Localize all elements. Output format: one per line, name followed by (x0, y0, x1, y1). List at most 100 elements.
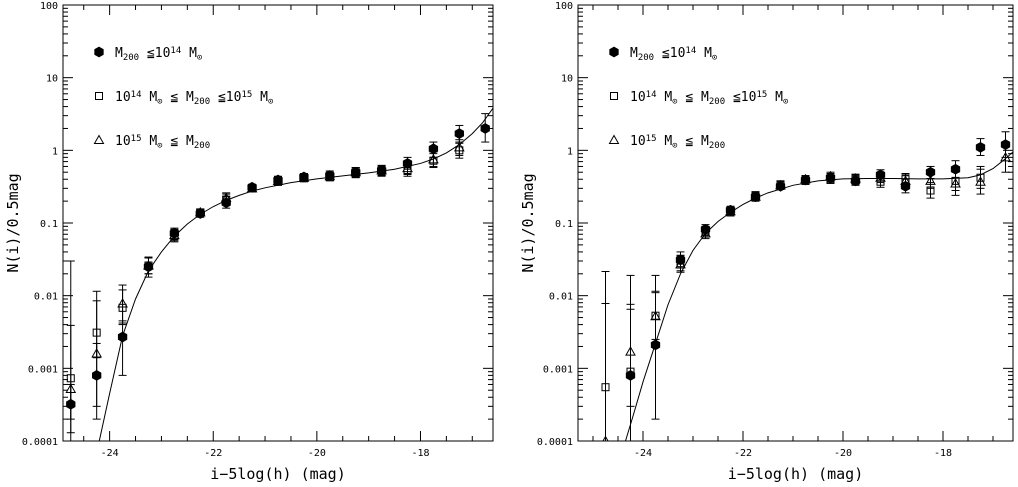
x-axis-label: i−5log(h) (mag) (728, 465, 863, 483)
legend-text-part: 15 (131, 134, 142, 144)
legend-entry: 1015 M⊙ ≦ M200 (93, 134, 210, 151)
legend-text-part: ⊙ (197, 53, 202, 63)
legend-text-part: M (252, 90, 268, 105)
plot-frame (62, 4, 494, 442)
legend-label: 1015 M⊙ ≦ M200 (630, 134, 725, 151)
legend-label: M200 ≦1014 M⊙ (115, 46, 202, 63)
legend-text-part: ⊙ (672, 141, 677, 151)
legend-text-part: 10 (630, 90, 646, 105)
legend-text-part: ≦10 (725, 90, 756, 105)
legend: M200 ≦1014 M⊙1014 M⊙ ≦ M200 ≦1015 M⊙1015… (608, 46, 788, 151)
x-axis-label: i−5log(h) (mag) (210, 465, 345, 483)
data-point (66, 374, 75, 383)
data-point (455, 146, 464, 155)
legend-text-part: ≦10 (654, 46, 685, 61)
legend-text-part: M (115, 46, 123, 61)
data-point (273, 174, 283, 186)
legend-text-part: 200 (709, 141, 725, 151)
data-point (875, 169, 886, 181)
data-point (975, 141, 986, 153)
legend-text-part: 15 (756, 90, 767, 100)
data-layer (601, 131, 1013, 441)
legend: M200 ≦1014 M⊙1014 M⊙ ≦ M200 ≦1015 M⊙1015… (93, 46, 273, 151)
y-tick-label: 10 (46, 74, 58, 85)
y-tick-label: 0.01 (34, 292, 58, 303)
y-axis-label: N(i)/0.5mag (519, 173, 537, 272)
legend-text-part: 14 (170, 46, 181, 56)
legend-text-part: 200 (123, 53, 139, 63)
y-tick-label: 1 (567, 146, 573, 157)
panel-left: 0.0001 0.001 0.01 0.1 1 10 100 -24 -22 -20 -18 i−5l… (4, 1, 494, 483)
data-point (480, 123, 490, 134)
legend-text-part: M (696, 46, 712, 61)
series-open-square (601, 165, 985, 441)
data-point (700, 223, 711, 235)
data-point (221, 197, 231, 209)
legend-text-part: 10 (115, 134, 131, 149)
legend-text-part: 200 (638, 53, 654, 63)
x-tick-label: -24 (634, 448, 652, 459)
legend-marker (93, 134, 105, 144)
legend-entry: M200 ≦1014 M⊙ (94, 46, 202, 63)
data-point (625, 370, 636, 381)
y-tick-label: 10 (561, 74, 573, 85)
legend-text-part: M (657, 134, 673, 149)
data-point (325, 170, 335, 181)
y-tick-label: 0.001 (28, 364, 58, 375)
y-tick-label: 100 (555, 1, 573, 12)
legend-entry: 1015 M⊙ ≦ M200 (608, 134, 725, 151)
legend-text-part: ⊙ (783, 97, 788, 107)
data-point (926, 186, 935, 195)
legend-text-part: M (181, 46, 197, 61)
legend-entry: 1014 M⊙ ≦ M200 ≦1015 M⊙ (610, 90, 788, 107)
data-point (675, 254, 686, 266)
legend-entry: M200 ≦1014 M⊙ (609, 46, 717, 63)
data-point (850, 175, 861, 187)
data-point (428, 143, 439, 155)
legend-label: 1015 M⊙ ≦ M200 (115, 134, 210, 151)
data-layer (65, 107, 493, 441)
data-point (92, 328, 101, 337)
legend-text-part: 15 (241, 90, 252, 100)
x-tick-label: -20 (834, 448, 852, 459)
fit-curve (625, 151, 1013, 441)
legend-text-part: 14 (131, 90, 142, 100)
y-tick-label: 0.001 (543, 364, 573, 375)
legend-text-part: ≦ M (678, 134, 709, 149)
data-point (725, 204, 736, 216)
legend-text-part: ⊙ (672, 97, 677, 107)
legend-marker (608, 134, 620, 144)
x-tick-label: -22 (734, 448, 752, 459)
legend-label: 1014 M⊙ ≦ M200 ≦1015 M⊙ (115, 90, 273, 107)
legend-text-part: 14 (685, 46, 696, 56)
y-tick-label: 0.01 (549, 292, 573, 303)
legend-label: 1014 M⊙ ≦ M200 ≦1015 M⊙ (630, 90, 788, 107)
data-point (950, 163, 961, 175)
fit-curve (98, 107, 493, 441)
x-tick-label: -18 (411, 448, 429, 459)
x-tick-label: -20 (308, 448, 326, 459)
legend-text-part: 10 (630, 134, 646, 149)
y-tick-label: 1 (52, 146, 58, 157)
data-point (92, 370, 102, 381)
data-point (601, 383, 610, 392)
series-open-triangle (601, 144, 1011, 441)
plot-frame (577, 4, 1014, 442)
legend-label: M200 ≦1014 M⊙ (630, 46, 717, 63)
legend-text-part: 10 (115, 90, 131, 105)
y-tick-label: 0.1 (40, 219, 58, 230)
x-axis: -24 -22 -20 -18 (83, 5, 473, 459)
data-point (169, 227, 180, 239)
data-point (825, 172, 836, 184)
x-tick-label: -24 (101, 448, 119, 459)
legend-text-part: ≦ M (163, 90, 194, 105)
data-point (1000, 139, 1011, 150)
legend-marker (94, 46, 104, 58)
legend-text-part: 200 (194, 141, 210, 151)
legend-marker (609, 46, 619, 58)
legend-text-part: ≦ M (163, 134, 194, 149)
x-tick-label: -18 (934, 448, 952, 459)
legend-entry: 1014 M⊙ ≦ M200 ≦1015 M⊙ (95, 90, 273, 107)
data-point (351, 166, 361, 178)
